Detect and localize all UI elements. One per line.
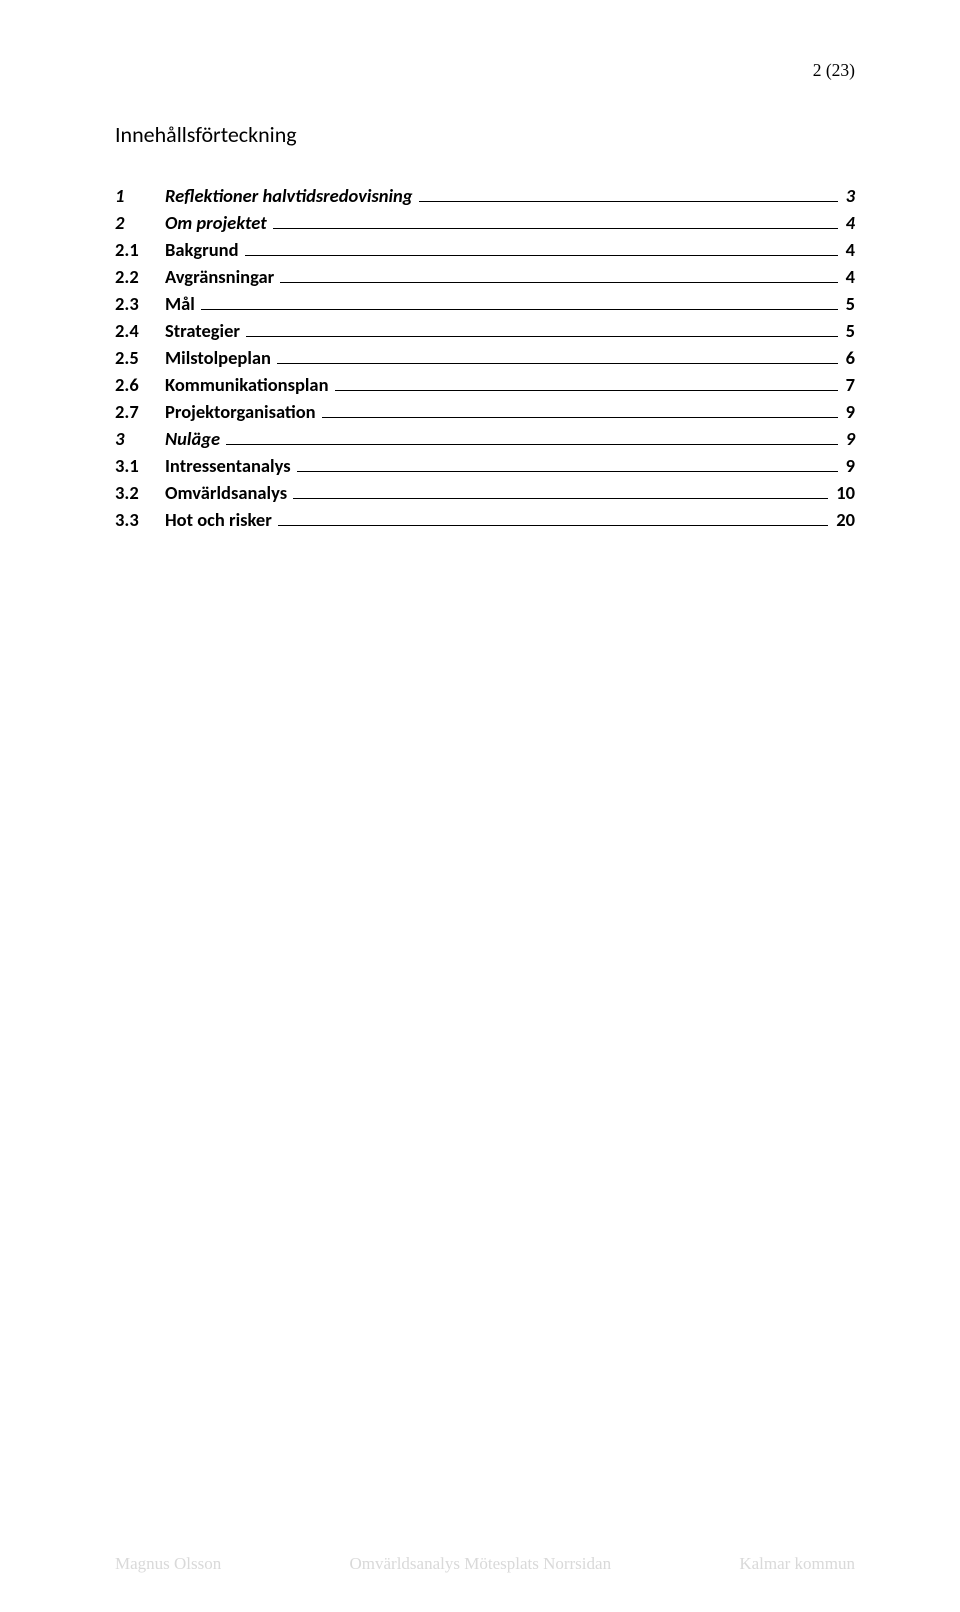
toc-leader: [278, 509, 828, 526]
toc-number: 2: [115, 211, 165, 234]
toc-number: 3.2: [115, 481, 165, 504]
footer-center: Omvärldsanalys Mötesplats Norrsidan: [350, 1554, 612, 1574]
toc-number: 2.4: [115, 319, 165, 342]
toc-label: Omvärldsanalys: [165, 481, 291, 504]
toc-label: Projektorganisation: [165, 400, 320, 423]
toc-number: 2.1: [115, 238, 165, 261]
page-number: 2 (23): [115, 60, 855, 81]
toc-page: 7: [840, 373, 855, 396]
toc-page: 4: [840, 265, 855, 288]
toc-page: 9: [840, 454, 855, 477]
toc-leader: [280, 266, 837, 283]
footer-left: Magnus Olsson: [115, 1554, 221, 1574]
toc-leader: [335, 374, 838, 391]
toc-page: 3: [840, 184, 855, 207]
toc-item: 2.4 Strategier 5: [115, 319, 855, 342]
toc-label: Bakgrund: [165, 238, 243, 261]
toc-leader: [246, 320, 838, 337]
toc-leader: [277, 347, 838, 364]
toc-item: 2.5 Milstolpeplan 6: [115, 346, 855, 369]
toc-leader: [245, 239, 838, 256]
toc-page: 10: [830, 481, 855, 504]
toc-item: 3.1 Intressentanalys 9: [115, 454, 855, 477]
toc-item: 3.3 Hot och risker 20: [115, 508, 855, 531]
toc-leader: [293, 482, 828, 499]
toc-number: 2.6: [115, 373, 165, 396]
toc-leader: [201, 293, 838, 310]
toc-label: Nuläge: [165, 427, 224, 450]
toc-page: 4: [840, 211, 855, 234]
toc-item: 2 Om projektet 4: [115, 211, 855, 234]
toc-label: Hot och risker: [165, 508, 276, 531]
toc-leader: [273, 212, 838, 229]
toc-leader: [322, 401, 838, 418]
toc-number: 3.3: [115, 508, 165, 531]
toc-leader: [226, 428, 838, 445]
toc-number: 3.1: [115, 454, 165, 477]
toc-leader: [419, 185, 838, 202]
toc-label: Avgränsningar: [165, 265, 278, 288]
footer: Magnus Olsson Omvärldsanalys Mötesplats …: [0, 1554, 960, 1574]
toc-item: 2.1 Bakgrund 4: [115, 238, 855, 261]
toc-page: 5: [840, 319, 855, 342]
toc-label: Strategier: [165, 319, 244, 342]
toc-item: 2.3 Mål 5: [115, 292, 855, 315]
toc-number: 2.5: [115, 346, 165, 369]
toc-page: 9: [840, 427, 855, 450]
toc-page: 5: [840, 292, 855, 315]
toc-number: 1: [115, 184, 165, 207]
toc-item: 1 Reflektioner halvtidsredovisning 3: [115, 184, 855, 207]
footer-right: Kalmar kommun: [739, 1554, 855, 1574]
toc-number: 2.2: [115, 265, 165, 288]
toc-label: Kommunikationsplan: [165, 373, 333, 396]
toc-leader: [297, 455, 838, 472]
toc-number: 3: [115, 427, 165, 450]
toc-item: 3 Nuläge 9: [115, 427, 855, 450]
toc-label: Intressentanalys: [165, 454, 295, 477]
toc-label: Mål: [165, 292, 199, 315]
toc-page: 20: [830, 508, 855, 531]
toc-label: Om projektet: [165, 211, 271, 234]
toc-number: 2.3: [115, 292, 165, 315]
toc-page: 4: [840, 238, 855, 261]
toc-page: 9: [840, 400, 855, 423]
toc-label: Milstolpeplan: [165, 346, 275, 369]
toc-title: Innehållsförteckning: [115, 121, 855, 148]
toc-list: 1 Reflektioner halvtidsredovisning 3 2 O…: [115, 184, 855, 531]
toc-number: 2.7: [115, 400, 165, 423]
toc-label: Reflektioner halvtidsredovisning: [165, 184, 417, 207]
toc-item: 3.2 Omvärldsanalys 10: [115, 481, 855, 504]
toc-item: 2.7 Projektorganisation 9: [115, 400, 855, 423]
toc-page: 6: [840, 346, 855, 369]
toc-item: 2.6 Kommunikationsplan 7: [115, 373, 855, 396]
toc-item: 2.2 Avgränsningar 4: [115, 265, 855, 288]
